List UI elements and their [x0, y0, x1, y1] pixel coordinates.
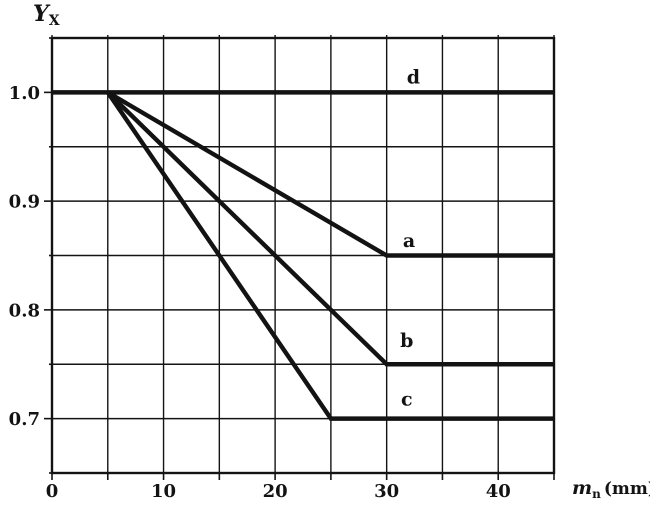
x-tick-label-10: 10: [151, 481, 176, 502]
curve-label-d: d: [407, 67, 420, 89]
y-axis-title: YX: [33, 1, 60, 29]
y-tick-label-0.7: 0.7: [9, 409, 40, 430]
series-b-line: [106, 90, 554, 367]
y-tick-labels: 1.0 0.9 0.8 0.7: [9, 83, 40, 430]
y-tick-label-1.0: 1.0: [9, 83, 40, 104]
x-axis-title: mn(mm): [572, 477, 650, 501]
curve-label-b: b: [400, 330, 413, 352]
curve-label-c: c: [401, 389, 413, 411]
x-axis-title-subscript: n: [592, 487, 601, 501]
curve-labels: d a b c: [400, 67, 420, 411]
x-tick-label-30: 30: [374, 481, 399, 502]
series-c-line: [105, 91, 554, 421]
series-a-line: [106, 90, 554, 258]
y-tick-label-0.8: 0.8: [9, 300, 40, 321]
x-tick-label-20: 20: [263, 481, 288, 502]
x-axis-title-unit: (mm): [603, 479, 650, 499]
x-tick-label-0: 0: [46, 481, 59, 502]
x-tick-label-40: 40: [486, 481, 511, 502]
y-axis-title-symbol: Y: [33, 1, 49, 27]
x-axis-title-symbol: m: [572, 477, 593, 499]
curves: [52, 90, 554, 421]
y-axis-title-subscript: X: [48, 13, 60, 29]
x-tick-labels: 0 10 20 30 40: [46, 481, 511, 502]
curve-label-a: a: [403, 230, 415, 252]
y-tick-label-0.9: 0.9: [9, 192, 40, 213]
